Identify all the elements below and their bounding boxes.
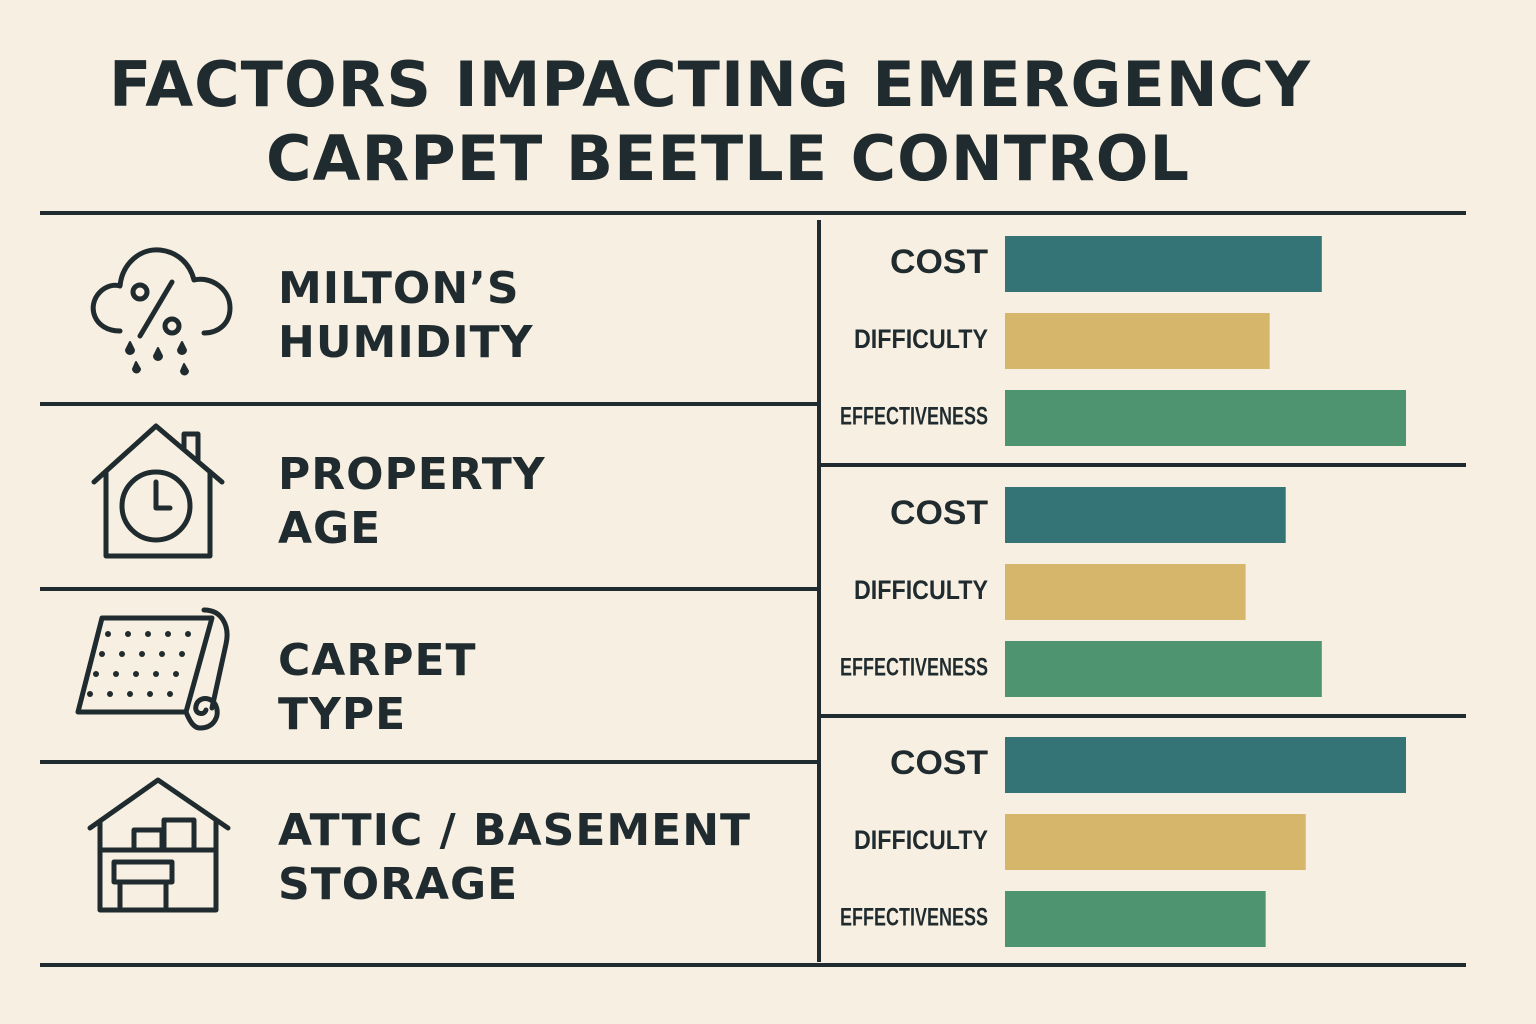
bottom-divider: [40, 963, 1466, 967]
bar-cost-panel-1: [1005, 236, 1322, 292]
category-label-difficulty: DIFFICULTY: [854, 575, 988, 605]
category-label-difficulty: DIFFICULTY: [854, 825, 988, 855]
category-label-effectiveness: EFFECTIVENESS: [840, 403, 988, 431]
factor-label-line: TYPE: [278, 689, 407, 740]
factor-label-line: ATTIC / BASEMENT: [278, 805, 752, 856]
factor-label-line: CARPET: [278, 635, 477, 686]
factor-label-property-age: PROPERTY AGE: [278, 448, 546, 556]
right-panel-divider-2: [819, 714, 1466, 718]
bar-effectiveness-panel-3: [1005, 891, 1266, 947]
category-label-difficulty: DIFFICULTY: [854, 324, 988, 354]
house-storage-icon: [87, 777, 231, 913]
left-row-divider-3: [40, 760, 819, 764]
column-divider: [817, 220, 821, 962]
bar-difficulty-panel-1: [1005, 313, 1270, 369]
bar-difficulty-panel-3: [1005, 814, 1306, 870]
factor-label-line: MILTON’S: [278, 263, 520, 314]
factor-label-line: PROPERTY: [278, 449, 546, 500]
house-clock-icon: [91, 423, 225, 559]
category-label-effectiveness: EFFECTIVENESS: [840, 904, 988, 932]
bar-cost-panel-3: [1005, 737, 1406, 793]
factor-label-humidity: MILTON’S HUMIDITY: [278, 262, 533, 370]
factor-label-carpet-type: CARPET TYPE: [278, 634, 477, 742]
category-label-cost: COST: [890, 494, 988, 532]
category-label-cost: COST: [890, 744, 988, 782]
carpet-roll-icon: [75, 607, 230, 731]
factor-label-line: AGE: [278, 503, 382, 554]
right-panel-divider-1: [819, 463, 1466, 467]
category-label-cost: COST: [890, 243, 988, 281]
bar-effectiveness-panel-2: [1005, 641, 1322, 697]
bar-effectiveness-panel-1: [1005, 390, 1406, 446]
bar-difficulty-panel-2: [1005, 564, 1246, 620]
category-label-effectiveness: EFFECTIVENESS: [840, 654, 988, 682]
left-row-divider-2: [40, 587, 819, 591]
humidity-cloud-icon: [90, 247, 233, 376]
chart-title-line-1: FACTORS IMPACTING EMERGENCY: [108, 48, 1312, 121]
factor-label-line: HUMIDITY: [278, 317, 534, 368]
chart-title-line-2: CARPET BEETLE CONTROL: [266, 122, 1190, 195]
factor-label-line: STORAGE: [278, 859, 519, 910]
left-row-divider-1: [40, 402, 819, 406]
top-divider: [40, 211, 1466, 215]
bar-cost-panel-2: [1005, 487, 1286, 543]
factor-label-storage: ATTIC / BASEMENT STORAGE: [278, 804, 751, 912]
